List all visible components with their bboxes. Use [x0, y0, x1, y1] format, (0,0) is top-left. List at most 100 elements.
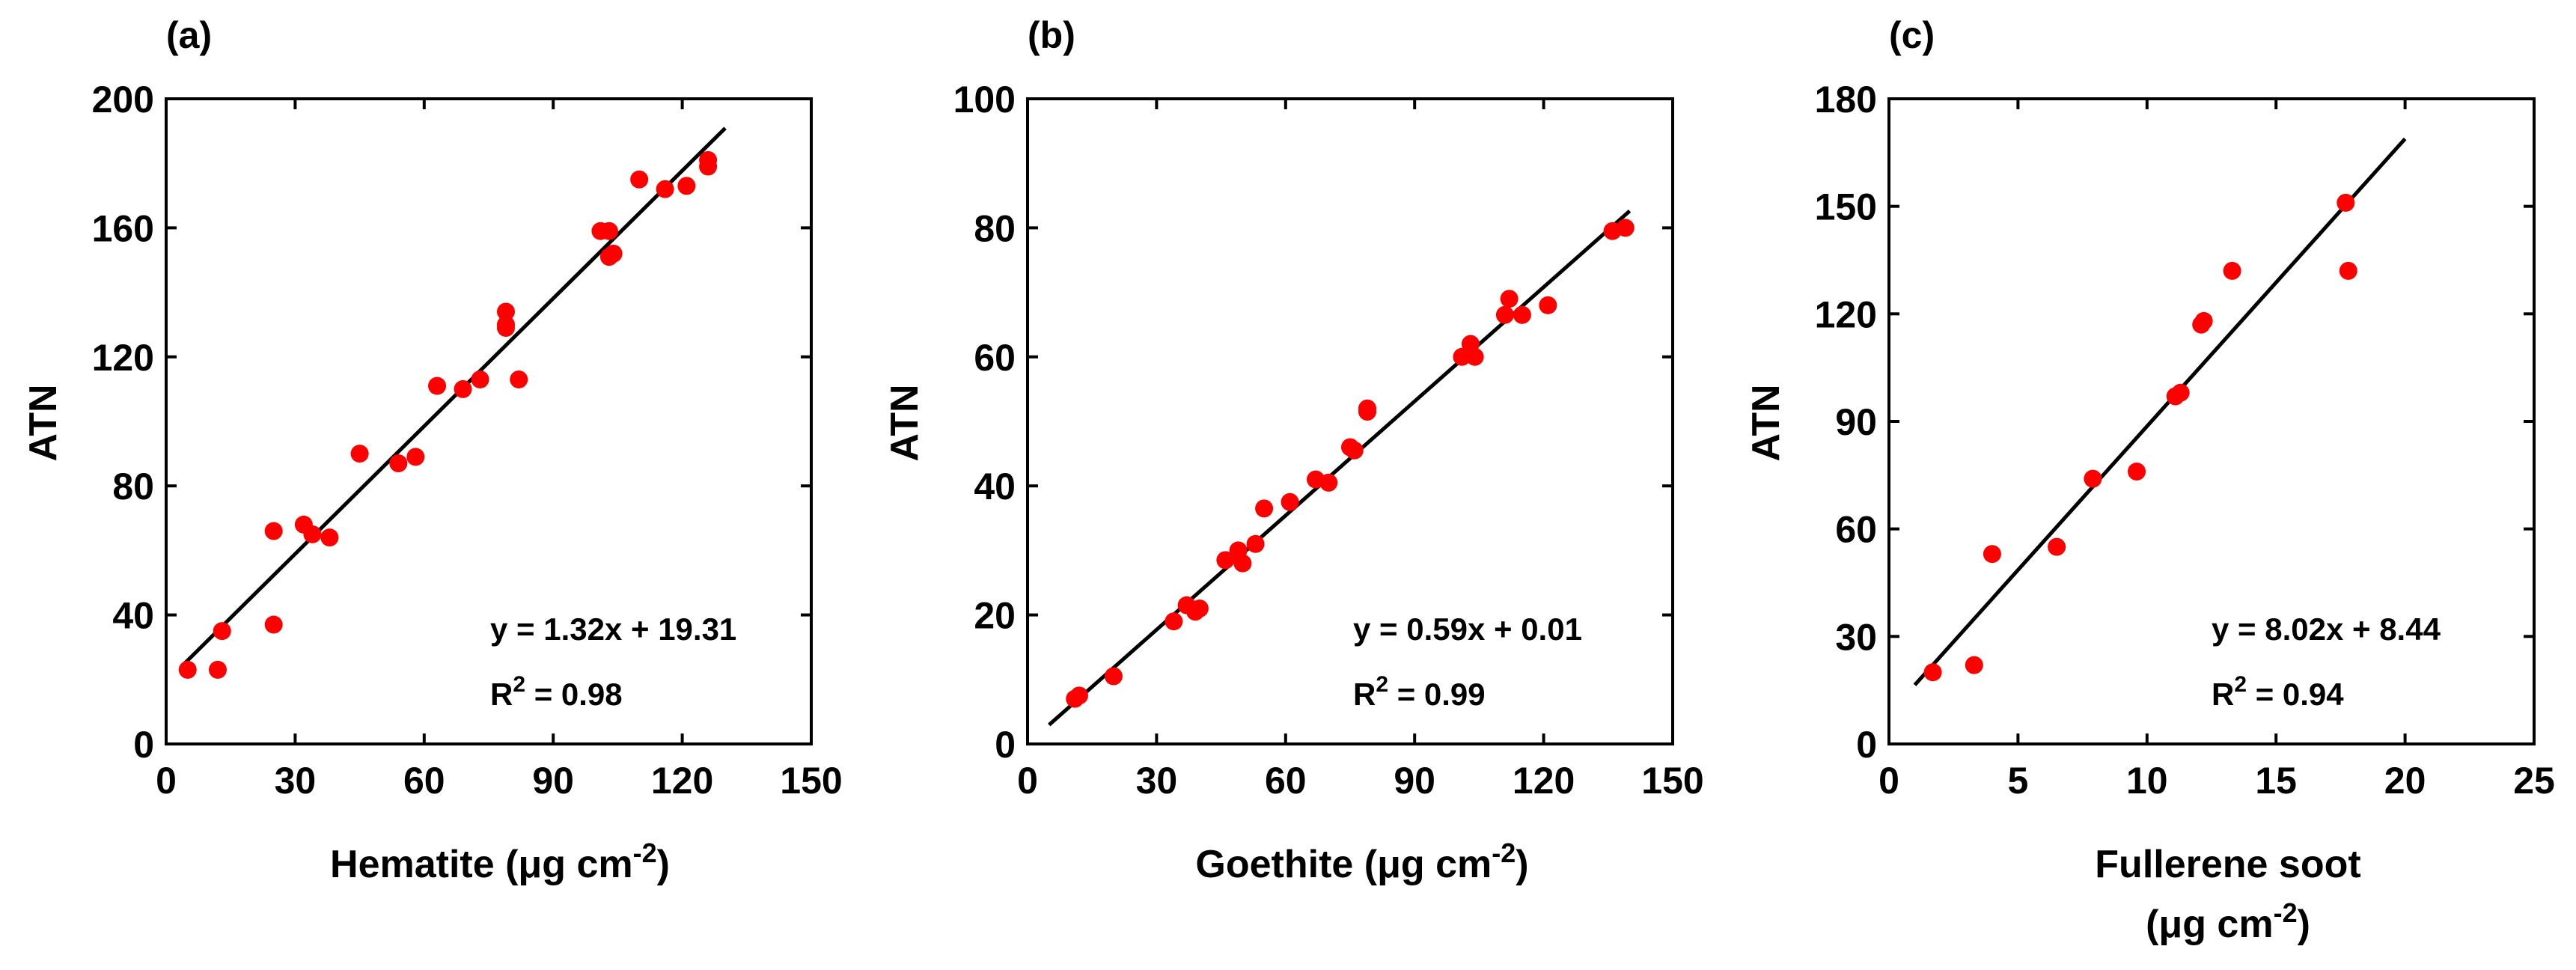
panel-a-y-tick-label: 160 [92, 207, 154, 249]
panel-b-data-point [1216, 551, 1235, 570]
panel-c-data-point [2194, 311, 2213, 330]
panel-c-data-point [2337, 193, 2355, 212]
panel-c-data-point [2171, 383, 2190, 402]
panel-b-data-point [1539, 296, 1557, 314]
panel-c-data-point [1983, 545, 2001, 564]
panel-c-data-point [2048, 537, 2066, 556]
panel-a-data-point [699, 157, 718, 176]
panel-c-y-tick-label: 90 [1835, 401, 1877, 443]
panel-b-x-tick-label: 150 [1641, 760, 1703, 802]
panel-b-plot-frame [1026, 97, 1674, 745]
panel-b-data-point [1453, 347, 1471, 366]
panel-a-x-axis-label: Hematite (μg cm-2) [330, 838, 670, 886]
panel-b-data-point [1104, 667, 1123, 686]
panel-b-y-tick-label: 60 [974, 337, 1016, 379]
panel-b-data-point [1069, 686, 1088, 705]
panel-a-data-point [350, 445, 369, 463]
panel-b-data-point [1255, 499, 1274, 518]
panel-a-data-point [496, 315, 515, 334]
panel-c-y-tick-label: 0 [1856, 724, 1877, 766]
panel-b-x-tick-label: 60 [1265, 760, 1307, 802]
panel-a-data-point [604, 244, 623, 263]
panel-b-fit-line [1048, 210, 1632, 727]
panel-a-data-point [630, 170, 649, 189]
panel-b-data-point [1246, 534, 1265, 553]
panel-b-label: (b) [1028, 14, 1075, 56]
panel-a-data-point [303, 525, 322, 543]
panel-a-data-point [178, 660, 197, 679]
panel-c-x-tick-label: 25 [2513, 760, 2555, 802]
panel-c-equation: y = 8.02x + 8.44 [2212, 611, 2441, 647]
panel-a-y-tick-label: 0 [133, 724, 154, 766]
panel-b-y-axis-label: ATN [883, 384, 927, 461]
panel-a-points [178, 150, 718, 679]
panel-c-y-tick-label: 30 [1835, 616, 1877, 658]
panel-c-label: (c) [1889, 14, 1935, 56]
panel-c-data-point [2223, 261, 2241, 280]
panel-b-r-squared: R2 = 0.99 [1353, 672, 1486, 712]
panel-a-data-point [471, 370, 489, 388]
panel-c-x-axis-label-line2: (μg cm-2) [2146, 897, 2310, 946]
panel-a-plot-frame [165, 97, 813, 745]
panel-c-y-axis-label: ATN [1745, 384, 1788, 461]
panel-a-x-tick-label: 0 [156, 760, 177, 802]
panel-c-y-tick-label: 120 [1815, 293, 1877, 335]
panel-b-y-tick-label: 20 [974, 595, 1016, 637]
panel-b-x-tick-label: 0 [1017, 760, 1038, 802]
panel-c-x-tick-label: 15 [2255, 760, 2297, 802]
panel-b-data-point [1233, 554, 1252, 573]
panel-a-data-point [213, 622, 231, 641]
panel-c-data-point [2128, 463, 2146, 481]
panel-a-tick-labels: 0 30 60 90 120 150 0 40 80 120 160 200 [92, 79, 843, 802]
panel-a-fit-line [182, 126, 727, 666]
panel-a-data-point [208, 660, 227, 679]
panel-b-data-point [1616, 219, 1635, 237]
panel-a-r-squared: R2 = 0.98 [490, 672, 623, 712]
panel-b-data-point [1513, 305, 1531, 324]
panel-c-x-tick-label: 10 [2126, 760, 2168, 802]
panel-a-ticks [165, 97, 813, 745]
panel-b-data-point [1358, 399, 1376, 418]
panel-b-tick-labels: 0 30 60 90 120 150 0 20 40 60 80 100 [953, 79, 1704, 802]
panel-b-ticks [1026, 97, 1674, 745]
panel-c-ticks [1887, 97, 2536, 745]
panel-b-equation: y = 0.59x + 0.01 [1353, 611, 1582, 647]
panel-a-y-tick-label: 40 [112, 595, 154, 637]
panel-c-points [1923, 193, 2357, 682]
panel-b-points [1066, 219, 1635, 708]
panel-c-y-tick-label: 150 [1815, 186, 1877, 228]
panel-a-data-point [599, 222, 618, 240]
panel-a-y-tick-label: 120 [92, 337, 154, 379]
panel-a-data-point [389, 454, 408, 473]
panel-b-data-point [1345, 441, 1364, 460]
panel-c-data-point [2084, 469, 2102, 488]
panel-c-data-point [1965, 656, 1983, 674]
panel-a-label: (a) [166, 14, 212, 56]
panel-b-data-point [1319, 473, 1338, 492]
panel-b-y-tick-label: 40 [974, 466, 1016, 507]
panel-a-data-point [656, 180, 674, 198]
panel-a-x-tick-label: 120 [651, 760, 713, 802]
panel-c-x-tick-label: 5 [2007, 760, 2028, 802]
panel-c-tick-labels: 0 5 10 15 20 25 0 30 60 90 120 150 180 [1815, 79, 2555, 802]
panel-b: (b) 0 30 60 90 120 150 0 20 40 60 80 100 ATN Goethi… [883, 14, 1704, 886]
panel-b-x-tick-label: 30 [1136, 760, 1178, 802]
panel-a-data-point [406, 448, 425, 466]
panel-a-x-tick-label: 30 [275, 760, 317, 802]
panel-a-data-point [264, 522, 283, 540]
panel-a-data-point [677, 177, 696, 195]
panel-a-x-tick-label: 150 [780, 760, 842, 802]
panel-a-data-point [454, 379, 472, 398]
panel-b-data-point [1165, 612, 1183, 631]
panel-a-y-tick-label: 200 [92, 79, 154, 121]
panel-a-data-point [428, 376, 447, 395]
panel-b-data-point [1190, 599, 1209, 617]
panel-a-data-point [320, 528, 339, 547]
panel-b-data-point [1495, 305, 1514, 324]
panel-a: (a) 0 30 60 90 120 150 0 40 80 120 160 200 ATN Hema… [22, 14, 843, 886]
panel-a-x-tick-label: 60 [403, 760, 445, 802]
panel-a-y-tick-label: 80 [112, 466, 154, 507]
panel-b-data-point [1281, 492, 1299, 511]
panel-c-plot-frame [1887, 97, 2536, 745]
